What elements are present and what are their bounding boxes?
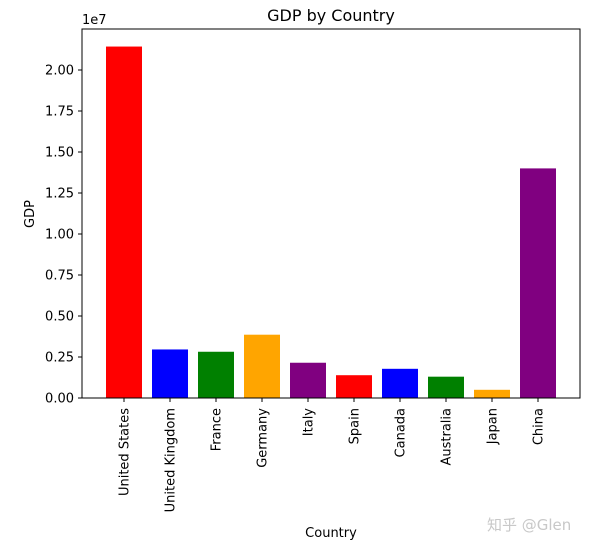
bar-france: [198, 351, 234, 398]
y-axis-label: GDP: [23, 200, 38, 228]
plot-frame: [81, 28, 581, 399]
x-tick-label: Australia: [440, 408, 455, 466]
y-tick-label: 0.75: [45, 269, 74, 284]
x-tick-label: Canada: [394, 408, 409, 457]
bars-group: [106, 46, 556, 398]
y-tick-label: 2.00: [45, 64, 74, 79]
x-tick-label: United Kingdom: [164, 408, 179, 512]
y-axis-offset-text: 1e7: [82, 13, 107, 28]
x-ticks-group: United States United Kingdom France Germany…: [118, 398, 547, 512]
x-tick-label: China: [532, 408, 547, 445]
y-tick-label: 1.75: [45, 105, 74, 120]
y-ticks-group: 0.00 0.25 0.50 0.75 1.00 1.25 1.50 1.75 2.00: [45, 64, 82, 407]
x-tick-label: Germany: [256, 408, 271, 468]
watermark-text: 知乎 @Glen: [487, 516, 571, 534]
y-tick-label: 1.50: [45, 146, 74, 161]
bar-italy: [290, 362, 326, 398]
bar-united-kingdom: [152, 349, 188, 398]
bar-japan: [474, 389, 510, 398]
bar-germany: [244, 334, 280, 398]
x-tick-label: Italy: [302, 408, 317, 437]
y-tick-label: 1.25: [45, 187, 74, 202]
bar-canada: [382, 368, 418, 398]
y-tick-label: 0.25: [45, 351, 74, 366]
chart-title: GDP by Country: [267, 6, 395, 25]
x-tick-label: Spain: [348, 408, 363, 444]
bar-united-states: [106, 46, 142, 398]
x-tick-label: France: [210, 408, 225, 451]
y-tick-label: 0.00: [45, 392, 74, 407]
bar-china: [520, 168, 556, 398]
x-tick-label: United States: [118, 408, 133, 496]
y-tick-label: 0.50: [45, 310, 74, 325]
x-axis-label: Country: [305, 526, 357, 541]
bar-australia: [428, 376, 464, 398]
bar-spain: [336, 375, 372, 398]
x-tick-label: Japan: [486, 408, 501, 445]
y-tick-label: 1.00: [45, 228, 74, 243]
